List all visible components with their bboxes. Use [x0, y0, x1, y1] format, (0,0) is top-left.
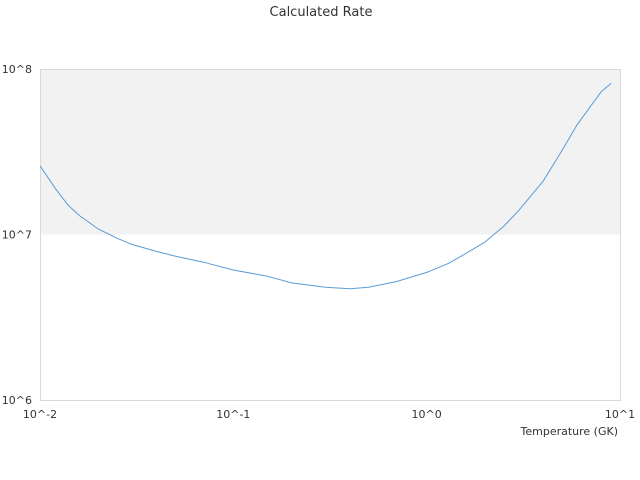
plot-area — [40, 69, 621, 401]
series-line — [39, 82, 612, 290]
y-tick-label: 10^7 — [2, 229, 32, 242]
y-tick-label: 10^6 — [2, 394, 32, 407]
x-tick-label: 10^0 — [412, 408, 442, 421]
x-axis-label: Temperature (GK) — [520, 425, 619, 438]
y-tick-label: 10^8 — [2, 63, 32, 76]
x-tick-label: 10^-2 — [23, 408, 57, 421]
x-tick-label: 10^1 — [605, 408, 635, 421]
x-tick-label: 10^-1 — [216, 408, 250, 421]
chart-title: Calculated Rate — [270, 5, 373, 20]
shaded-band — [40, 69, 620, 235]
